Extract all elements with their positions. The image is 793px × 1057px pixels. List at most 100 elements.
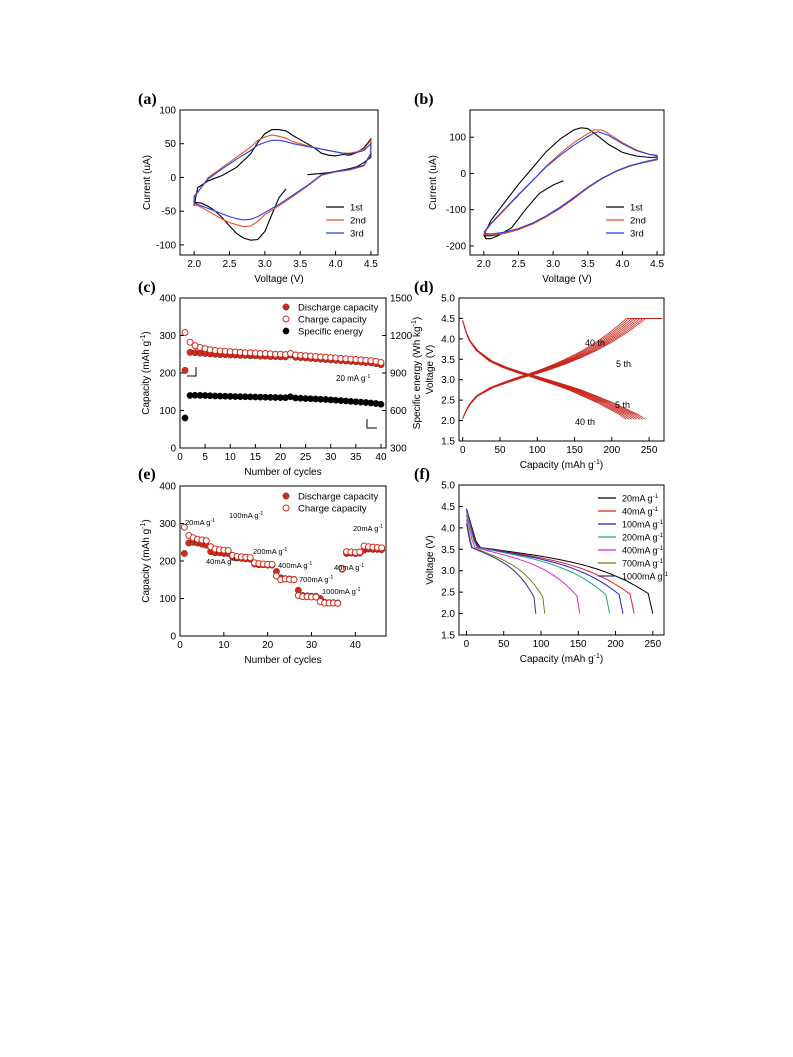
point-charge-capacity bbox=[268, 560, 276, 568]
x-tick-label: 100 bbox=[533, 639, 550, 650]
rate-label: 40mA g-1 bbox=[206, 557, 236, 566]
series-line-700mA-g bbox=[466, 519, 546, 614]
x-axis-label: Voltage (V) bbox=[542, 274, 591, 285]
y-tick-label: 300 bbox=[159, 331, 176, 342]
y-tick-label: 200 bbox=[159, 557, 176, 568]
x-tick-label: 0 bbox=[177, 640, 183, 651]
y-tick-label: 0 bbox=[170, 173, 176, 184]
x-tick-label: 0 bbox=[177, 452, 183, 463]
rate-label: 400mA g-1 bbox=[278, 561, 312, 570]
cycle-annotation: 40 th bbox=[585, 338, 605, 348]
panel-label-d: (d) bbox=[414, 279, 434, 296]
x-tick-label: 250 bbox=[644, 639, 661, 650]
y-tick-label: 100 bbox=[159, 106, 176, 117]
y-tick-label: 2.0 bbox=[441, 609, 455, 620]
x-tick-label: 10 bbox=[218, 640, 230, 651]
x-tick-label: 15 bbox=[250, 452, 262, 463]
x-tick-label: 25 bbox=[300, 452, 312, 463]
x-tick-label: 20 bbox=[275, 452, 287, 463]
x-tick-label: 200 bbox=[603, 445, 620, 456]
x-tick-label: 30 bbox=[306, 640, 318, 651]
y-tick-label: 2.5 bbox=[441, 396, 455, 407]
x-tick-label: 35 bbox=[350, 452, 362, 463]
y2-tick-label: 300 bbox=[390, 444, 407, 455]
x-tick-label: 5 bbox=[202, 452, 208, 463]
point-charge-capacity bbox=[180, 523, 188, 531]
x-tick-label: 50 bbox=[494, 445, 506, 456]
rate-label: 20mA g-1 bbox=[185, 518, 215, 527]
series-line-1st bbox=[193, 129, 372, 241]
point-discharge-capacity bbox=[181, 550, 188, 557]
legend-label: 2nd bbox=[630, 216, 646, 227]
y-axis-label: Capacity (mAh g-1) bbox=[140, 519, 152, 603]
legend-label: Specific energy bbox=[298, 327, 363, 338]
x-tick-label: 40 bbox=[350, 640, 362, 651]
y2-tick-label: 600 bbox=[390, 406, 407, 417]
x-tick-label: 40 bbox=[375, 452, 387, 463]
y-tick-label: 2.0 bbox=[441, 416, 455, 427]
charge-curve bbox=[462, 318, 663, 419]
y-tick-label: 4.5 bbox=[441, 502, 455, 513]
rate-label: 40mA g-1 bbox=[334, 563, 364, 572]
x-tick-label: 0 bbox=[460, 445, 466, 456]
x-tick-label: 10 bbox=[225, 452, 237, 463]
point-charge-capacity bbox=[356, 548, 364, 556]
x-tick-label: 200 bbox=[607, 639, 624, 650]
point-charge-capacity bbox=[181, 329, 189, 336]
rate-label: 100mA g-1 bbox=[229, 511, 263, 520]
chart-f-rate-discharge: 0 50 100 150 200 250 1.5 2.0 2.5 3.0 3.5 4.0 4.5 5.0 C… bbox=[425, 481, 669, 666]
annotation-current-density: 20 mA g-1 bbox=[336, 374, 370, 383]
arrow-left-axis-icon bbox=[187, 367, 197, 377]
x-tick-label: 50 bbox=[498, 639, 510, 650]
x-tick-label: 100 bbox=[529, 445, 546, 456]
y-axis-label: Voltage (V) bbox=[425, 535, 436, 584]
point-specific-energy bbox=[377, 400, 385, 408]
x-tick-label: 150 bbox=[566, 445, 583, 456]
plot-frame bbox=[458, 484, 665, 636]
y-axis-label: Current (uA) bbox=[428, 155, 439, 210]
legend-label: 400mA g-1 bbox=[622, 545, 664, 556]
y-tick-label: 200 bbox=[159, 369, 176, 380]
x-tick-label: 3.5 bbox=[581, 259, 595, 270]
charge-curve bbox=[462, 318, 663, 419]
x-tick-label: 2.0 bbox=[477, 259, 491, 270]
legend-label: 3rd bbox=[350, 229, 364, 240]
cycle-annotation: 40 th bbox=[575, 417, 595, 427]
series-line-3rd bbox=[193, 139, 372, 221]
point-charge-capacity bbox=[224, 547, 232, 554]
y-tick-label: 3.0 bbox=[441, 566, 455, 577]
x-tick-label: 20 bbox=[262, 640, 274, 651]
x-tick-label: 4.5 bbox=[364, 259, 378, 270]
chart-d-charge-discharge: 0 50 100 150 200 250 1.5 2.0 2.5 3.0 3.5 4.0 4.5 5.0 C… bbox=[425, 294, 665, 471]
y-tick-label: 300 bbox=[159, 519, 176, 530]
legend-label: Discharge capacity bbox=[298, 303, 379, 314]
y-tick-label: 400 bbox=[159, 482, 176, 493]
chart-a-cv-curves: 2.0 2.5 3.0 3.5 4.0 4.5 -100 -50 0 50 100 Voltage (… bbox=[142, 106, 379, 285]
rate-label: 700mA g-1 bbox=[299, 575, 333, 584]
y-tick-label: 0 bbox=[460, 169, 466, 180]
legend-label: 100mA g-1 bbox=[622, 519, 664, 530]
x-axis-label: Capacity (mAh g-1) bbox=[520, 459, 604, 471]
y2-tick-label: 1200 bbox=[390, 331, 413, 342]
series-line-400mA-g bbox=[466, 514, 581, 614]
y2-tick-label: 1500 bbox=[390, 294, 413, 305]
x-tick-label: 4.5 bbox=[650, 259, 664, 270]
cycle-annotation: 5 th bbox=[615, 400, 630, 410]
rate-label: 1000mA g-1 bbox=[322, 587, 361, 596]
series-line-100mA-g bbox=[466, 509, 624, 614]
legend-marker bbox=[282, 327, 290, 335]
panel-label-f: (f) bbox=[414, 466, 430, 483]
y-tick-label: 0 bbox=[170, 444, 176, 455]
x-tick-label: 250 bbox=[641, 445, 658, 456]
point-charge-capacity bbox=[246, 554, 254, 562]
legend-label: 1st bbox=[350, 203, 363, 214]
y-tick-label: 4.0 bbox=[441, 523, 455, 534]
point-charge-capacity bbox=[312, 593, 320, 601]
charge-curve bbox=[462, 318, 663, 419]
legend-label: 1st bbox=[630, 203, 643, 214]
point-charge-capacity bbox=[290, 576, 298, 584]
plot-frame bbox=[458, 297, 665, 442]
x-tick-label: 3.5 bbox=[293, 259, 307, 270]
